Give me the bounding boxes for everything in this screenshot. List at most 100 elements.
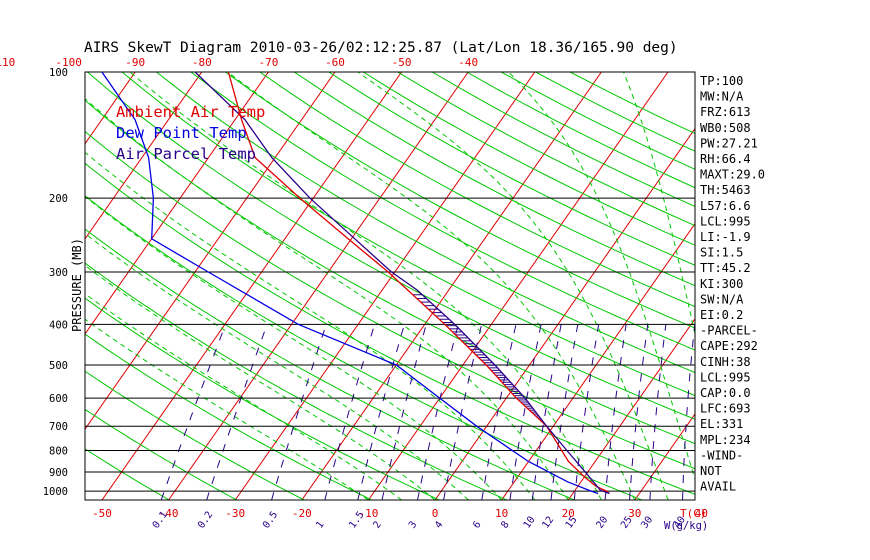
pressure-tick-label: 100 xyxy=(49,67,68,79)
moist-adiabat-line xyxy=(623,72,695,337)
mixing-ratio-label: 0.5 xyxy=(261,510,280,531)
pressure-tick-label: 800 xyxy=(49,446,68,458)
dry-adiabat-line xyxy=(85,195,643,500)
mixing-ratio-label: 3 xyxy=(407,519,419,530)
mixing-ratio-label: 6 xyxy=(471,519,483,530)
index-label: MPL:234 xyxy=(700,433,751,447)
isotherm-line xyxy=(835,72,870,500)
mixing-ratio-unit-label: W(g/kg) xyxy=(664,520,708,532)
dry-adiabat-line xyxy=(363,72,695,246)
y-axis-label: PRESSURE (MB) xyxy=(70,238,84,332)
pressure-tick-label: 900 xyxy=(49,467,68,479)
mixing-ratio-label: 2 xyxy=(371,519,383,530)
top-temp-tick-label: -40 xyxy=(458,56,478,69)
index-label: LCL:995 xyxy=(700,370,751,384)
top-temp-tick-label: -110 xyxy=(0,56,15,69)
index-label: WB0:508 xyxy=(700,121,751,135)
dry-adiabat-line xyxy=(85,99,695,445)
bottom-temp-tick-label: -10 xyxy=(358,507,378,520)
dry-adiabat-line xyxy=(85,448,170,500)
isotherm-line xyxy=(567,317,695,500)
x-axis-label: T(C) xyxy=(680,507,707,520)
bottom-temp-tick-label: 0 xyxy=(432,507,439,520)
legend-entry: Ambient Air Temp xyxy=(116,103,265,121)
mixing-ratio-line xyxy=(649,324,667,500)
legend-entry: Air Parcel Temp xyxy=(116,145,256,163)
mixing-ratio-label: 12 xyxy=(540,515,556,531)
mixing-ratio-line xyxy=(481,324,517,500)
moist-adiabat-line xyxy=(508,72,695,481)
isotherm-line xyxy=(85,72,203,240)
dry-adiabat-line xyxy=(259,72,695,308)
mixing-ratio-label: 1 xyxy=(314,519,326,530)
dewpoint-temp-line xyxy=(101,72,599,495)
mixing-ratio-line xyxy=(206,324,268,500)
dry-adiabat-line xyxy=(225,72,695,329)
parcel-temp-line xyxy=(194,72,610,495)
dry-adiabat-line xyxy=(85,162,695,495)
pressure-tick-label: 500 xyxy=(49,360,68,372)
dry-adiabat-line xyxy=(87,72,695,420)
bottom-temp-tick-label: 20 xyxy=(562,507,575,520)
pressure-tick-label: 1000 xyxy=(43,486,68,498)
index-label: LI:-1.9 xyxy=(700,230,751,244)
isotherm-line xyxy=(85,72,269,335)
bottom-temp-tick-label: -30 xyxy=(225,507,245,520)
isotherm-line xyxy=(768,72,870,500)
chart-title: AIRS SkewT Diagram 2010-03-26/02:12:25.8… xyxy=(84,40,678,56)
index-label: -WIND- xyxy=(700,448,743,462)
mixing-ratio-label: 8 xyxy=(499,519,511,530)
moist-adiabat-line xyxy=(227,72,636,500)
top-temp-tick-label: -70 xyxy=(258,56,278,69)
top-temp-tick-label: -80 xyxy=(192,56,212,69)
moist-adiabat-line xyxy=(129,72,602,500)
isotherm-line xyxy=(0,72,2,500)
index-label: RH:66.4 xyxy=(700,152,751,166)
top-temp-tick-label: -100 xyxy=(55,56,82,69)
dry-adiabat-line xyxy=(466,72,695,189)
index-label: -PARCEL- xyxy=(700,324,758,338)
mixing-ratio-line xyxy=(324,324,375,500)
mixing-ratio-line xyxy=(443,324,483,500)
dry-adiabat-line xyxy=(397,72,695,227)
bottom-temp-tick-label: 30 xyxy=(628,507,641,520)
bottom-temp-tick-label: -20 xyxy=(292,507,312,520)
ambient-temp-line xyxy=(227,72,610,495)
index-label: L57:6.6 xyxy=(700,199,751,213)
mixing-ratio-line xyxy=(509,324,542,500)
pressure-tick-label: 700 xyxy=(49,421,68,433)
mixing-ratio-label: 4 xyxy=(433,519,445,530)
isotherm-line xyxy=(501,222,695,500)
moist-adiabat-line xyxy=(85,232,469,500)
mixing-ratio-line xyxy=(417,324,459,500)
dry-adiabat-line xyxy=(190,72,695,351)
mixing-ratio-line xyxy=(604,324,627,500)
pressure-tick-label: 400 xyxy=(49,319,68,331)
dry-adiabat-line xyxy=(85,333,373,500)
index-label: CINH:38 xyxy=(700,355,751,369)
index-label: NOT xyxy=(700,464,722,478)
dry-adiabat-line xyxy=(85,370,305,500)
index-label: TP:100 xyxy=(700,74,743,88)
mixing-ratio-line xyxy=(682,324,695,500)
isotherm-line xyxy=(101,72,403,500)
index-label: PW:27.21 xyxy=(700,136,758,150)
index-label: EI:0.2 xyxy=(700,308,743,322)
index-label: CAPE:292 xyxy=(700,339,758,353)
top-temp-tick-label: -60 xyxy=(325,56,345,69)
index-label: TH:5463 xyxy=(700,183,751,197)
mixing-ratio-line xyxy=(160,324,227,500)
index-label: LCL:995 xyxy=(700,214,751,228)
index-label: SI:1.5 xyxy=(700,246,743,260)
bottom-temp-tick-label: -50 xyxy=(92,507,112,520)
moist-adiabat-line xyxy=(85,195,502,500)
bottom-temp-tick-label: -40 xyxy=(159,507,179,520)
mixing-ratio-label: 20 xyxy=(595,515,611,531)
isotherm-line xyxy=(634,413,695,500)
isotherm-line xyxy=(434,127,695,500)
index-label: MW:N/A xyxy=(700,90,744,104)
index-label: KI:300 xyxy=(700,277,743,291)
dry-adiabat-line xyxy=(85,297,440,500)
legend-entry: Dew Point Temp xyxy=(116,124,247,142)
